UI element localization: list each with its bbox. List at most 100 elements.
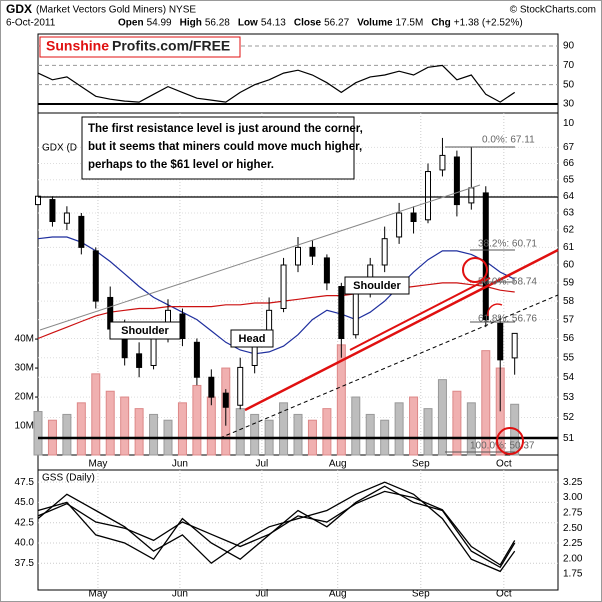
volume-bar bbox=[177, 402, 187, 456]
highlight-circle bbox=[462, 257, 488, 283]
y-tick-label: 59 bbox=[563, 278, 575, 289]
stats: Open 54.99 High 56.28 Low 54.13 Close 56.27 Volu… bbox=[118, 18, 523, 29]
x-tick-label: Jul bbox=[255, 459, 268, 470]
volume-bar bbox=[235, 408, 245, 456]
volume-bar bbox=[76, 402, 86, 456]
date: 6-Oct-2011 bbox=[6, 18, 56, 29]
volume-bar bbox=[394, 402, 404, 456]
gss-title: GSS (Daily) bbox=[42, 473, 95, 484]
stat-label: High bbox=[180, 18, 202, 29]
comment-line: perhaps to the $61 level or higher. bbox=[88, 159, 274, 171]
stat-value: 54.13 bbox=[261, 18, 286, 29]
x-tick-label: Sep bbox=[412, 459, 430, 470]
y-tick-label: 37.5 bbox=[15, 558, 35, 569]
y-tick-label: 45.0 bbox=[15, 497, 35, 508]
symbol: GDX bbox=[6, 2, 32, 16]
fib-label: 38.2%: 60.71 bbox=[478, 239, 537, 250]
y2-tick-label: 1.75 bbox=[563, 569, 583, 580]
candle-body bbox=[35, 195, 41, 206]
y2-tick-label: 2.50 bbox=[563, 523, 583, 534]
fib-label: 61.8%: 56.76 bbox=[478, 314, 537, 325]
y-tick-label: 67 bbox=[563, 142, 575, 153]
x-tick-label: Aug bbox=[329, 459, 347, 470]
candle-body bbox=[237, 366, 244, 406]
y-tick-label: 62 bbox=[563, 225, 575, 236]
candle-body bbox=[222, 392, 229, 408]
volume-bar bbox=[62, 413, 72, 456]
volume-bar bbox=[120, 396, 130, 456]
fib-label: 0.0%: 67.11 bbox=[482, 135, 535, 146]
candle-body bbox=[468, 187, 475, 204]
pattern-box bbox=[230, 329, 274, 348]
plot-frame bbox=[37, 33, 559, 591]
x-tick-label: Jun bbox=[172, 589, 188, 600]
fib-label: 100.0%: 50.37 bbox=[470, 441, 535, 452]
volume-bar bbox=[423, 408, 433, 456]
y-tick-label: 55 bbox=[563, 352, 575, 363]
y-tick-label: 30 bbox=[563, 99, 575, 110]
stat-value: 56.27 bbox=[324, 18, 349, 29]
candle-body bbox=[179, 313, 186, 340]
y2-tick-label: 2.25 bbox=[563, 538, 583, 549]
candle-body bbox=[193, 341, 200, 378]
y-tick-label: 60 bbox=[563, 260, 575, 271]
candle-body bbox=[323, 257, 330, 284]
volume-bar bbox=[192, 384, 202, 456]
y-tick-label: 40.0 bbox=[15, 538, 35, 549]
panel-label: GDX (D bbox=[42, 143, 77, 154]
stat-value: 17.5M bbox=[396, 18, 424, 29]
y-tick-label: 65 bbox=[563, 174, 575, 185]
volume-bar bbox=[466, 402, 476, 456]
stat-label: Volume bbox=[357, 18, 393, 29]
moving-average bbox=[37, 282, 515, 340]
y-tick-label: 54 bbox=[563, 372, 575, 383]
y-tick-label: 57 bbox=[563, 314, 575, 325]
volume-tick-label: 30M bbox=[15, 363, 34, 374]
candle-body bbox=[381, 238, 388, 266]
y-tick-label: 64 bbox=[563, 191, 575, 202]
axis-strip bbox=[37, 454, 559, 471]
volume-bar bbox=[409, 396, 419, 456]
volume-bar bbox=[452, 390, 462, 456]
candle-body bbox=[309, 246, 316, 257]
y-tick-label: 70 bbox=[563, 60, 575, 71]
volume-bar bbox=[149, 413, 159, 456]
candle-body bbox=[410, 212, 417, 223]
stat-label: Chg bbox=[431, 18, 450, 29]
candle-body bbox=[63, 212, 70, 224]
y-tick-label: 56 bbox=[563, 333, 575, 344]
candle-body bbox=[511, 332, 518, 359]
candle-body bbox=[338, 286, 345, 340]
candle-body bbox=[92, 250, 99, 302]
pattern-box bbox=[109, 321, 181, 340]
y2-tick-label: 2.75 bbox=[563, 507, 583, 518]
credit: © StockCharts.com bbox=[510, 5, 596, 16]
x-tick-label: Sep bbox=[412, 589, 430, 600]
volume-bar bbox=[481, 350, 491, 456]
volume-bar bbox=[365, 413, 375, 456]
candle-body bbox=[439, 154, 446, 171]
volume-bar bbox=[351, 396, 361, 456]
gss-line bbox=[37, 481, 516, 573]
candle-body bbox=[78, 215, 85, 248]
moving-average bbox=[37, 236, 515, 355]
candle-body bbox=[49, 199, 56, 223]
volume-tick-label: 40M bbox=[15, 334, 34, 345]
y-tick-label: 10 bbox=[563, 118, 575, 129]
volume-bar bbox=[134, 408, 144, 456]
x-tick-label: Jun bbox=[172, 459, 188, 470]
candle-body bbox=[497, 322, 504, 361]
logo-red: Sunshine bbox=[46, 38, 109, 54]
y-tick-label: 50 bbox=[563, 79, 575, 90]
volume-bar bbox=[293, 413, 303, 456]
y2-tick-label: 3.00 bbox=[563, 492, 583, 503]
trend-line bbox=[219, 294, 559, 439]
trend-line bbox=[39, 184, 481, 331]
volume-tick-label: 20M bbox=[15, 392, 34, 403]
pattern-box bbox=[344, 276, 410, 295]
volume-bar bbox=[250, 413, 260, 456]
rsi-line bbox=[37, 64, 516, 103]
x-tick-label: Oct bbox=[496, 459, 512, 470]
x-tick-label: May bbox=[88, 459, 107, 470]
y2-tick-label: 3.25 bbox=[563, 477, 583, 488]
